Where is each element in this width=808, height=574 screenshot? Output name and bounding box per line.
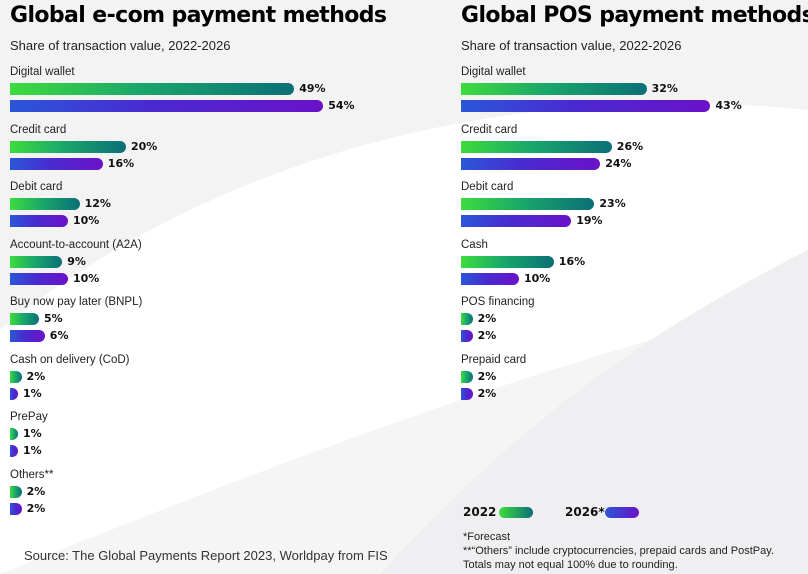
ecom-value-label-account-to-account-a2a-2022: 9%: [67, 254, 86, 268]
pos-bar-debit-card-2022: [461, 198, 595, 210]
ecom-value-label-digital-wallet-2026: 54%: [328, 99, 355, 112]
pos-value-label-pos-financing-2022: 2%: [477, 312, 497, 325]
ecom-value-label-prepay-2022: 1%: [23, 427, 42, 440]
ecom-category-label-buy-now-pay-later-bnpl: Buy now pay later (BNPL): [10, 296, 143, 308]
pos-bar-credit-card-2026: [461, 157, 601, 170]
pos-value-label-cash-2022: 16%: [558, 254, 586, 268]
ecom-value-label-digital-wallet-2022: 49%: [299, 82, 326, 95]
note-others: **“Others” include cryptocurrencies, pre…: [463, 545, 774, 557]
pos-bar-debit-card-2026: [461, 215, 572, 227]
ecom-chart-title: Global e-com payment methods: [10, 3, 387, 28]
pos-chart-subtitle: Share of transaction value, 2022-2026: [461, 38, 682, 53]
note-rounding: Totals may not equal 100% due to roundin…: [463, 559, 678, 571]
pos-value-label-digital-wallet-2022: 32%: [651, 82, 678, 95]
ecom-bar-debit-card-2022: [10, 198, 80, 210]
ecom-value-label-account-to-account-a2a-2026: 10%: [73, 271, 100, 285]
pos-value-label-pos-financing-2026: 2%: [477, 329, 497, 342]
ecom-value-label-cash-on-delivery-cod-2026: 1%: [23, 386, 42, 400]
ecom-bar-digital-wallet-2026: [10, 100, 324, 112]
ecom-bar-others-2026: [10, 502, 22, 515]
ecom-value-label-credit-card-2022: 20%: [131, 139, 158, 153]
pos-category-label-digital-wallet: Digital wallet: [461, 66, 526, 78]
pos-category-label-pos-financing: POS financing: [461, 296, 535, 308]
ecom-value-label-cash-on-delivery-cod-2022: 2%: [26, 369, 46, 383]
pos-bar-pos-financing-2026: [461, 330, 473, 342]
legend-swatch-2022: [499, 507, 533, 518]
legend-swatch-2026: [605, 507, 639, 518]
pos-value-label-cash-2026: 10%: [524, 271, 551, 285]
ecom-value-label-others-2026: 2%: [26, 501, 46, 515]
pos-value-label-prepaid-card-2026: 2%: [477, 386, 497, 400]
pos-category-label-debit-card: Debit card: [461, 181, 514, 193]
ecom-category-label-debit-card: Debit card: [10, 181, 63, 193]
ecom-category-label-digital-wallet: Digital wallet: [10, 66, 75, 78]
ecom-chart-subtitle: Share of transaction value, 2022-2026: [10, 38, 231, 53]
ecom-value-label-others-2022: 2%: [26, 484, 46, 498]
pos-bar-digital-wallet-2026: [461, 100, 711, 112]
legend-label-2022: 2022: [463, 505, 497, 519]
ecom-value-label-buy-now-pay-later-bnpl-2026: 6%: [49, 329, 69, 342]
ecom-bar-others-2022: [10, 485, 22, 498]
ecom-bar-account-to-account-a2a-2026: [10, 272, 68, 285]
pos-value-label-debit-card-2022: 23%: [599, 197, 626, 210]
ecom-bar-debit-card-2026: [10, 215, 68, 227]
ecom-category-label-others: Others**: [10, 468, 54, 481]
pos-bar-pos-financing-2022: [461, 313, 473, 325]
pos-value-label-prepaid-card-2022: 2%: [477, 369, 497, 383]
pos-bar-cash-2022: [461, 255, 554, 268]
ecom-bar-account-to-account-a2a-2022: [10, 255, 63, 268]
source-text: Source: The Global Payments Report 2023,…: [24, 548, 388, 563]
ecom-bar-buy-now-pay-later-bnpl-2022: [10, 313, 39, 325]
pos-bar-prepaid-card-2022: [461, 370, 473, 383]
ecom-bar-prepay-2026: [10, 445, 18, 457]
pos-chart-title: Global POS payment methods: [461, 3, 808, 28]
ecom-value-label-credit-card-2026: 16%: [107, 156, 135, 170]
ecom-bar-digital-wallet-2022: [10, 83, 295, 95]
pos-value-label-credit-card-2026: 24%: [605, 156, 632, 170]
pos-category-label-credit-card: Credit card: [461, 123, 518, 136]
note-forecast: *Forecast: [463, 531, 511, 543]
pos-category-label-prepaid-card: Prepaid card: [461, 353, 527, 366]
pos-value-label-credit-card-2022: 26%: [616, 139, 644, 153]
ecom-value-label-prepay-2026: 1%: [23, 444, 42, 457]
ecom-bar-credit-card-2022: [10, 140, 126, 153]
ecom-bar-cash-on-delivery-cod-2022: [10, 370, 22, 383]
ecom-category-label-account-to-account-a2a: Account-to-account (A2A): [10, 238, 142, 251]
ecom-value-label-debit-card-2026: 10%: [73, 214, 100, 227]
ecom-category-label-prepay: PrePay: [10, 411, 48, 423]
pos-value-label-digital-wallet-2026: 43%: [715, 99, 742, 112]
ecom-value-label-buy-now-pay-later-bnpl-2022: 5%: [44, 312, 63, 325]
ecom-bar-credit-card-2026: [10, 157, 103, 170]
pos-bar-prepaid-card-2026: [461, 387, 473, 400]
legend-label-2026: 2026*: [565, 505, 605, 519]
ecom-bar-buy-now-pay-later-bnpl-2026: [10, 330, 45, 342]
pos-category-label-cash: Cash: [461, 238, 488, 251]
ecom-bar-prepay-2022: [10, 428, 18, 440]
ecom-bar-cash-on-delivery-cod-2026: [10, 387, 18, 400]
pos-bar-credit-card-2022: [461, 140, 612, 153]
pos-bar-digital-wallet-2022: [461, 83, 647, 95]
pos-bar-cash-2026: [461, 272, 519, 285]
ecom-category-label-cash-on-delivery-cod: Cash on delivery (CoD): [10, 353, 130, 366]
pos-value-label-debit-card-2026: 19%: [576, 214, 603, 227]
ecom-category-label-credit-card: Credit card: [10, 123, 67, 136]
ecom-value-label-debit-card-2022: 12%: [84, 197, 111, 210]
